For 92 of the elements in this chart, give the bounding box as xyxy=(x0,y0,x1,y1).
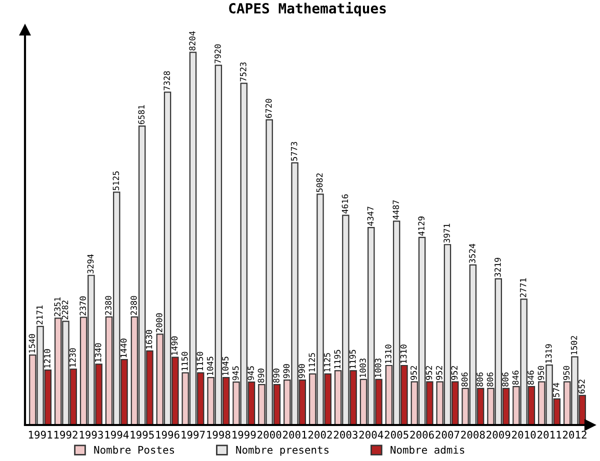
x-tick-label: 1996 xyxy=(156,430,180,439)
data-label: 952 xyxy=(451,366,458,380)
data-label: 1150 xyxy=(181,352,188,370)
data-label: 806 xyxy=(486,372,494,386)
data-label: 1310 xyxy=(400,344,407,364)
data-label: 5773 xyxy=(290,142,298,161)
x-tick-label: 1999 xyxy=(232,430,256,439)
data-label: 950 xyxy=(563,366,570,380)
data-label: 3294 xyxy=(87,254,94,274)
data-label: 5125 xyxy=(112,171,120,190)
data-label: 846 xyxy=(528,370,534,385)
data-label: 3524 xyxy=(469,244,476,263)
data-label: 2771 xyxy=(520,278,526,298)
x-tick-label: 2007 xyxy=(436,430,460,439)
x-tick-label: 2011 xyxy=(538,430,562,439)
data-label: 3219 xyxy=(494,258,501,277)
data-label: 7523 xyxy=(240,62,246,82)
data-label: 1125 xyxy=(308,353,316,372)
data-label: 8204 xyxy=(189,31,196,50)
x-tick-label: 2004 xyxy=(359,430,384,439)
legend-label: Nombre Postes xyxy=(94,446,174,454)
chart-title: CAPES Mathematiques xyxy=(229,2,386,16)
x-tick-label: 1993 xyxy=(80,430,103,439)
data-label: 890 xyxy=(273,368,280,383)
data-label: 2282 xyxy=(62,300,68,320)
data-label: 1340 xyxy=(94,343,102,362)
data-label: 945 xyxy=(232,366,239,380)
data-label: 806 xyxy=(461,372,468,386)
data-label: 1502 xyxy=(570,336,578,354)
data-label: 1195 xyxy=(334,350,340,368)
x-tick-label: 2003 xyxy=(334,430,358,439)
x-tick-label: 2005 xyxy=(384,430,408,439)
data-label: 1490 xyxy=(171,336,178,355)
x-tick-label: 1995 xyxy=(130,430,154,439)
x-tick-label: 2000 xyxy=(258,430,282,439)
x-tick-label: 2010 xyxy=(512,430,536,439)
data-label: 890 xyxy=(258,368,264,383)
data-label: 1630 xyxy=(146,330,152,349)
x-tick-label: 2012 xyxy=(562,430,586,439)
data-label: 2380 xyxy=(130,296,137,315)
data-label: 3971 xyxy=(444,224,450,243)
data-label: 990 xyxy=(283,364,290,378)
data-label: 1003 xyxy=(360,358,366,378)
data-label: 1003 xyxy=(374,358,382,378)
data-label: 1195 xyxy=(349,350,356,368)
data-label: 1045 xyxy=(206,356,214,376)
legend-label: Nombre presents xyxy=(236,446,329,456)
x-tick-label: 2009 xyxy=(486,430,510,439)
data-label: 4616 xyxy=(342,194,348,214)
data-label: 652 xyxy=(578,380,585,394)
x-tick-label: 2001 xyxy=(283,430,307,439)
data-label: 2171 xyxy=(36,305,43,324)
data-label: 5082 xyxy=(316,173,323,192)
data-label: 4129 xyxy=(418,216,424,236)
data-label: 2000 xyxy=(156,313,162,332)
data-label: 7328 xyxy=(164,71,170,90)
x-tick-label: 2008 xyxy=(461,430,485,439)
data-label: 574 xyxy=(553,382,560,397)
data-label: 1310 xyxy=(385,344,392,364)
data-label: 1125 xyxy=(324,353,330,372)
data-label: 1540 xyxy=(28,334,36,353)
data-label: 990 xyxy=(298,364,305,378)
x-tick-label: 1992 xyxy=(54,430,78,439)
data-label: 4487 xyxy=(392,200,400,220)
x-tick-label: 2002 xyxy=(308,430,332,439)
data-label: 2380 xyxy=(105,296,112,315)
data-label: 1230 xyxy=(69,348,76,367)
x-tick-label: 1991 xyxy=(28,430,52,439)
data-label: 1319 xyxy=(545,344,552,363)
data-label: 945 xyxy=(248,366,254,380)
data-label: 846 xyxy=(512,370,519,385)
data-label: 6720 xyxy=(265,98,272,118)
data-label: 952 xyxy=(410,366,417,380)
data-label: 806 xyxy=(502,372,508,386)
data-label: 806 xyxy=(476,372,484,386)
data-label: 1045 xyxy=(222,356,228,376)
data-label: 1210 xyxy=(44,349,50,368)
data-label: 1440 xyxy=(120,338,127,358)
data-label: 950 xyxy=(538,366,544,380)
data-label: 952 xyxy=(426,366,432,380)
data-label: 7920 xyxy=(214,44,221,64)
data-label: 1150 xyxy=(196,352,204,370)
legend-label: Nombre admis xyxy=(390,446,464,454)
data-label: 6581 xyxy=(138,105,145,124)
x-tick-label: 2006 xyxy=(410,430,434,439)
data-label: 2370 xyxy=(80,296,86,316)
data-label: 4347 xyxy=(367,206,374,226)
x-tick-label: 1994 xyxy=(105,430,129,439)
data-label: 952 xyxy=(436,366,442,380)
data-label: 2351 xyxy=(54,297,61,316)
x-tick-label: 1998 xyxy=(207,430,230,439)
x-tick-label: 1997 xyxy=(182,430,205,439)
